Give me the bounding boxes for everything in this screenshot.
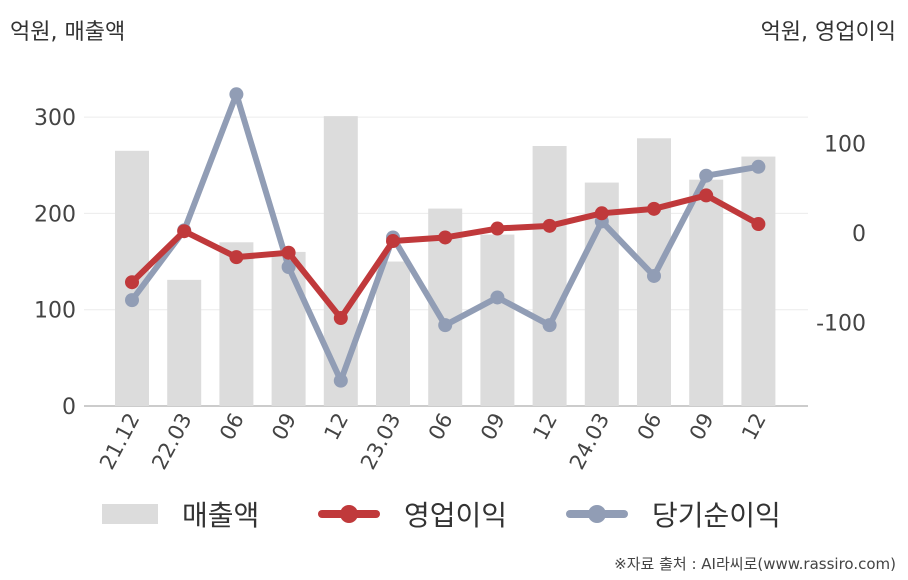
point-net-income (438, 318, 453, 333)
point-operating-profit (125, 275, 139, 290)
bar-revenue (323, 116, 358, 407)
x-tick-label: 12 (528, 409, 562, 444)
left-tick-label: 100 (34, 299, 76, 324)
legend-line-operating-profit (318, 505, 380, 523)
legend-label-operating-profit: 영업이익 (404, 499, 508, 532)
left-tick-label: 0 (62, 395, 76, 420)
x-tick-label: 21.12 (95, 409, 144, 473)
x-tick-label: 22.03 (147, 409, 196, 473)
point-operating-profit (699, 188, 714, 203)
point-net-income (229, 87, 244, 102)
point-operating-profit (542, 218, 557, 233)
point-net-income (490, 290, 505, 305)
x-tick-label: 23.03 (356, 409, 405, 473)
right-tick-label: -100 (816, 312, 866, 337)
point-operating-profit (386, 234, 400, 249)
x-tick-label: 12 (319, 409, 353, 444)
point-operating-profit (281, 245, 296, 260)
chart-legend: 매출액 영업이익 당기순이익 (0, 492, 908, 536)
point-operating-profit (490, 221, 505, 236)
point-operating-profit (229, 250, 244, 265)
point-operating-profit (333, 311, 348, 326)
right-tick-label: 100 (824, 133, 866, 158)
point-net-income (125, 293, 139, 308)
bar-revenue (532, 145, 567, 407)
point-operating-profit (177, 224, 192, 239)
left-tick-label: 200 (34, 202, 76, 227)
left-axis-unit: 억원, 매출액 (10, 20, 126, 45)
point-operating-profit (594, 206, 609, 221)
legend-swatch-revenue (102, 504, 158, 524)
bar-revenue (167, 279, 202, 406)
left-tick-label: 300 (34, 106, 76, 131)
point-net-income (647, 268, 661, 283)
bar-revenue (741, 156, 776, 406)
point-operating-profit (647, 201, 661, 216)
bar-revenue (376, 261, 410, 406)
point-net-income (699, 168, 714, 183)
x-tick-label: 09 (685, 409, 719, 444)
x-tick-label: 06 (633, 409, 667, 444)
point-net-income (542, 318, 557, 333)
legend-item-operating-profit: 영업이익 (318, 492, 507, 536)
point-net-income (751, 159, 766, 174)
legend-item-revenue: 매출액 (102, 492, 259, 536)
x-tick-label: 06 (215, 409, 249, 444)
x-tick-label: 24.03 (565, 409, 614, 473)
point-net-income (281, 260, 296, 275)
legend-label-net-income: 당기순이익 (652, 499, 781, 532)
point-net-income (333, 373, 348, 388)
legend-line-net-income (566, 505, 628, 523)
bar-revenue (689, 179, 724, 406)
legend-item-net-income: 당기순이익 (566, 492, 781, 536)
point-operating-profit (751, 217, 766, 232)
x-tick-label: 12 (737, 409, 771, 444)
bar-revenue (480, 234, 515, 406)
x-tick-label: 09 (267, 409, 301, 444)
bar-revenue (271, 251, 306, 406)
point-operating-profit (438, 230, 453, 245)
x-tick-label: 06 (424, 409, 458, 444)
right-axis-unit: 억원, 영업이익 (760, 20, 896, 45)
legend-label-revenue: 매출액 (182, 499, 260, 532)
source-note: ※자료 출처 : AI라씨로(www.rassiro.com) (614, 555, 896, 573)
bar-revenue (219, 242, 254, 406)
x-tick-label: 09 (476, 409, 510, 444)
right-tick-label: 0 (852, 222, 866, 247)
